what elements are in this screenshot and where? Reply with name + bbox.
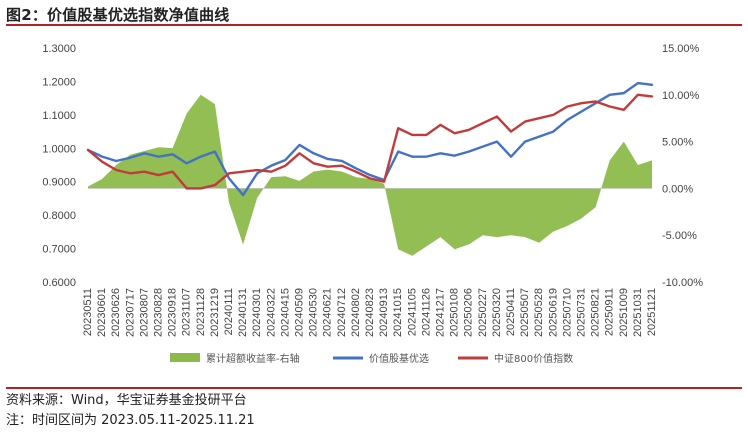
x-tick-label: 20250731 bbox=[576, 288, 588, 337]
x-tick-label: 20250528 bbox=[533, 288, 545, 337]
x-tick-label: 20240509 bbox=[294, 288, 306, 337]
left-y-tick-label: 0.9000 bbox=[42, 177, 76, 189]
right-y-tick-label: 10.00% bbox=[662, 90, 700, 102]
x-tick-label: 20231128 bbox=[195, 288, 207, 336]
right-y-tick-label: -10.00% bbox=[662, 277, 703, 289]
x-tick-label: 20230511 bbox=[82, 288, 94, 336]
legend-label: 中证800价值指数 bbox=[494, 352, 573, 365]
source-note: 资料来源：Wind，华宝证券基金投研平台 bbox=[6, 393, 247, 408]
x-tick-label: 20240415 bbox=[279, 288, 291, 337]
legend-label: 累计超额收益率-右轴 bbox=[206, 352, 300, 365]
right-y-tick-label: 15.00% bbox=[662, 43, 700, 55]
left-y-tick-label: 1.2000 bbox=[42, 76, 76, 88]
legend-label: 价值股基优选 bbox=[369, 352, 429, 365]
x-tick-label: 20240823 bbox=[364, 288, 376, 337]
x-tick-label: 20230717 bbox=[124, 288, 136, 337]
title-divider bbox=[6, 24, 742, 26]
x-tick-label: 20251031 bbox=[632, 288, 644, 337]
x-tick-label: 20250911 bbox=[604, 288, 616, 336]
x-tick-label: 20241217 bbox=[435, 288, 447, 337]
x-tick-label: 20230918 bbox=[167, 288, 179, 337]
x-tick-label: 20240530 bbox=[308, 288, 320, 337]
x-tick-label: 20250821 bbox=[590, 288, 602, 337]
x-tick-label: 20250710 bbox=[561, 288, 573, 337]
right-y-tick-label: 0.00% bbox=[662, 183, 693, 195]
x-tick-label: 20241126 bbox=[420, 288, 432, 336]
left-y-tick-label: 0.7000 bbox=[42, 244, 76, 256]
left-y-tick-label: 1.0000 bbox=[42, 143, 76, 155]
csi800-value-line bbox=[86, 93, 654, 190]
figure-title: 图2：价值股基优选指数净值曲线 bbox=[6, 6, 230, 24]
x-tick-label: 20240913 bbox=[378, 288, 390, 337]
x-tick-label: 20251121 bbox=[646, 288, 658, 336]
x-tick-label: 20240621 bbox=[322, 288, 334, 337]
right-y-tick-label: -5.00% bbox=[662, 230, 697, 242]
x-tick-label: 20240802 bbox=[350, 288, 362, 337]
x-tick-label: 20240322 bbox=[265, 288, 277, 337]
x-tick-label: 20230807 bbox=[138, 288, 150, 337]
left-y-tick-label: 0.8000 bbox=[42, 210, 76, 222]
x-tick-label: 20240301 bbox=[251, 288, 263, 337]
x-tick-label: 20241015 bbox=[392, 288, 404, 337]
x-tick-label: 20231219 bbox=[209, 288, 221, 337]
footer-divider bbox=[6, 387, 742, 389]
legend-swatch-excess bbox=[170, 353, 200, 362]
left-y-tick-label: 0.6000 bbox=[42, 277, 76, 289]
x-tick-label: 20250206 bbox=[463, 288, 475, 337]
x-tick-label: 20250320 bbox=[491, 288, 503, 337]
x-tick-label: 20250411 bbox=[505, 288, 517, 336]
right-y-tick-label: 5.00% bbox=[662, 137, 693, 149]
x-tick-label: 20240712 bbox=[336, 288, 348, 337]
x-tick-label: 20230601 bbox=[96, 288, 108, 337]
excess-return-area bbox=[88, 94, 652, 256]
value-fund-line bbox=[86, 81, 654, 197]
x-tick-label: 20230626 bbox=[110, 288, 122, 337]
left-y-tick-label: 1.3000 bbox=[42, 43, 76, 55]
x-tick-label: 20250227 bbox=[477, 288, 489, 337]
left-y-tick-label: 1.1000 bbox=[42, 110, 76, 122]
x-tick-label: 20240131 bbox=[237, 288, 249, 337]
x-tick-label: 20251009 bbox=[618, 288, 630, 337]
x-tick-label: 20250507 bbox=[519, 288, 531, 337]
x-tick-label: 20250619 bbox=[547, 288, 559, 337]
x-tick-label: 20240111 bbox=[223, 288, 235, 335]
x-tick-label: 20230828 bbox=[153, 288, 165, 337]
x-tick-label: 20241105 bbox=[406, 288, 418, 336]
x-tick-label: 20250108 bbox=[449, 288, 461, 337]
x-tick-label: 20231107 bbox=[181, 288, 193, 336]
time-range-note: 注：时间区间为 2023.05.11-2025.11.21 bbox=[6, 413, 255, 428]
